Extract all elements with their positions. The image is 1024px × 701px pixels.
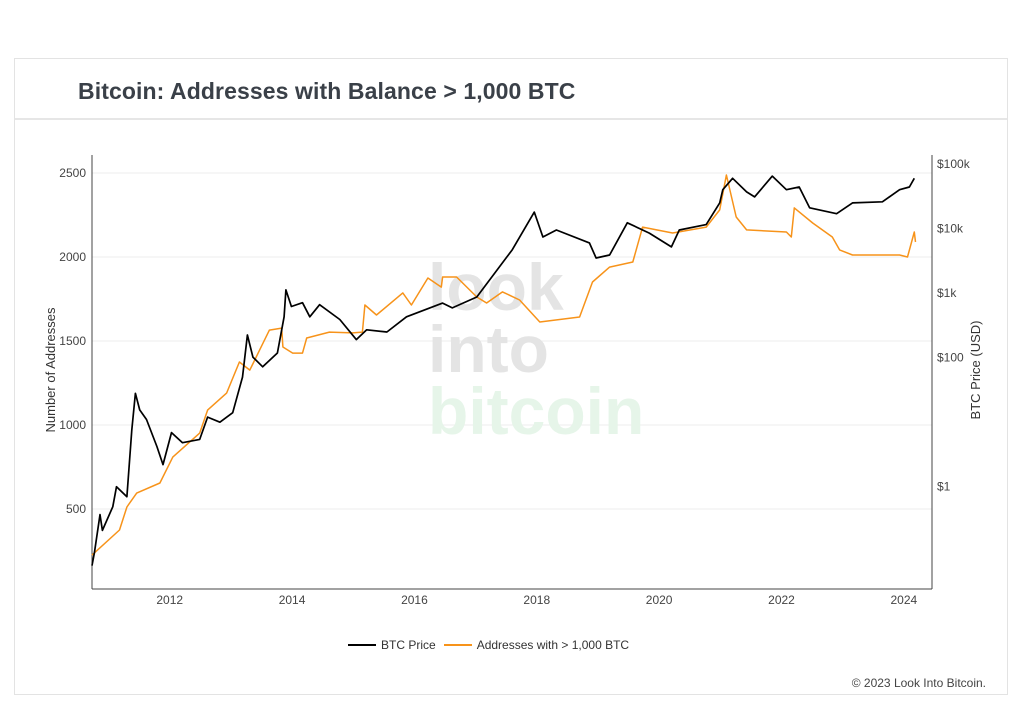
y2-tick-label: $10k (937, 222, 964, 236)
legend-label: BTC Price (381, 638, 436, 652)
watermark-logo-text: into (428, 312, 549, 386)
x-tick-label: 2022 (768, 593, 795, 607)
y-axis-title: Number of Addresses (43, 307, 58, 433)
legend: BTC Price Addresses with > 1,000 BTC (348, 638, 637, 652)
series-line-addresses (91, 174, 917, 556)
y2-tick-label: $100 (937, 351, 964, 365)
card-header: Bitcoin: Addresses with Balance > 1,000 … (15, 59, 1007, 120)
legend-swatch (348, 644, 376, 646)
y-tick-label: 2000 (59, 250, 86, 264)
legend-item-addresses[interactable]: Addresses with > 1,000 BTC (443, 638, 630, 652)
y-tick-label: 1500 (59, 334, 86, 348)
y2-tick-label: $1 (937, 480, 951, 494)
x-tick-label: 2018 (523, 593, 550, 607)
x-tick-label: 2020 (646, 593, 673, 607)
x-tick-label: 2024 (891, 593, 918, 607)
y-tick-label: 2500 (59, 166, 86, 180)
x-tick-label: 2014 (279, 593, 306, 607)
y2-axis-title: BTC Price (USD) (968, 321, 983, 420)
series-line-btc-price (91, 175, 916, 566)
legend-swatch (443, 644, 472, 646)
y-tick-label: 1000 (59, 418, 86, 432)
y2-tick-label: $1k (937, 286, 957, 300)
watermark-logo-text: bitcoin (428, 374, 644, 448)
copyright: © 2023 Look Into Bitcoin. (851, 676, 986, 690)
chart-title: Bitcoin: Addresses with Balance > 1,000 … (78, 78, 576, 104)
watermark-logo-text: look (428, 250, 564, 324)
legend-item-btc-price[interactable]: BTC Price (348, 638, 436, 652)
legend-label: Addresses with > 1,000 BTC (476, 638, 630, 652)
y2-tick-label: $100k (937, 157, 971, 171)
x-tick-label: 2016 (401, 593, 428, 607)
y-tick-label: 500 (66, 502, 86, 516)
chart-card: Bitcoin: Addresses with Balance > 1,000 … (14, 58, 1008, 695)
x-tick-label: 2012 (156, 593, 183, 607)
